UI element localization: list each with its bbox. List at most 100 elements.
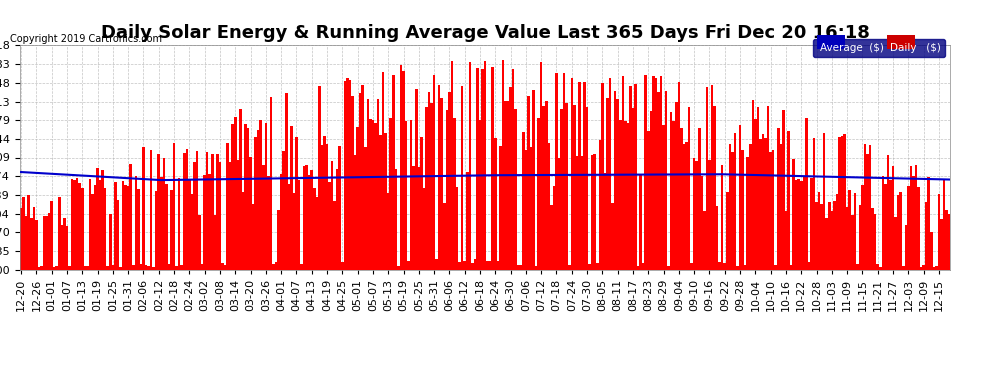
Bar (346, 78, 348, 270)
Bar (185, 149, 188, 270)
Bar (836, 194, 839, 270)
Bar (366, 99, 369, 270)
Bar (107, 267, 109, 270)
Bar (201, 264, 203, 270)
Bar (749, 144, 751, 270)
Bar (843, 134, 845, 270)
Bar (428, 92, 431, 270)
Bar (767, 106, 769, 270)
Bar (640, 175, 642, 270)
Bar (583, 82, 586, 270)
Bar (604, 173, 606, 270)
Bar (563, 73, 565, 270)
Bar (586, 107, 588, 270)
Bar (295, 137, 298, 270)
Bar (125, 185, 127, 270)
Bar (797, 179, 800, 270)
Bar (805, 118, 808, 270)
Bar (800, 181, 803, 270)
Bar (818, 192, 821, 270)
Bar (135, 176, 137, 270)
Bar (101, 170, 104, 270)
Bar (441, 98, 444, 270)
Bar (379, 135, 382, 270)
Bar (392, 75, 395, 270)
Bar (703, 211, 706, 270)
Bar (698, 128, 701, 270)
Bar (257, 130, 259, 270)
Bar (527, 96, 530, 270)
Bar (887, 154, 889, 270)
Bar (371, 120, 374, 270)
Bar (99, 180, 101, 270)
Bar (647, 130, 649, 270)
Bar (473, 260, 476, 270)
Bar (348, 81, 351, 270)
Bar (175, 266, 178, 270)
Bar (326, 144, 329, 270)
Bar (247, 128, 249, 270)
Bar (318, 86, 321, 270)
Bar (86, 266, 89, 270)
Bar (772, 150, 774, 270)
Bar (637, 266, 640, 270)
Bar (535, 266, 538, 270)
Bar (851, 215, 853, 270)
Bar (382, 72, 384, 270)
Bar (377, 99, 379, 270)
Bar (58, 197, 60, 270)
Bar (481, 69, 484, 270)
Bar (897, 195, 899, 270)
Bar (823, 133, 826, 270)
Bar (245, 124, 247, 270)
Bar (157, 154, 160, 270)
Bar (415, 89, 418, 270)
Bar (494, 138, 497, 270)
Bar (143, 147, 145, 270)
Bar (242, 192, 245, 270)
Bar (114, 182, 117, 270)
Bar (782, 110, 785, 270)
Bar (423, 188, 425, 270)
Bar (611, 202, 614, 270)
Bar (925, 202, 928, 270)
Bar (732, 152, 734, 270)
Bar (334, 201, 336, 270)
Bar (517, 265, 520, 270)
Bar (642, 263, 644, 270)
Bar (907, 186, 910, 270)
Bar (644, 75, 647, 270)
Bar (48, 213, 50, 270)
Bar (555, 73, 557, 270)
Bar (550, 205, 552, 270)
Bar (356, 127, 359, 270)
Bar (915, 165, 918, 270)
Bar (721, 165, 724, 270)
Bar (154, 191, 157, 270)
Bar (173, 143, 175, 270)
Bar (861, 185, 863, 270)
Bar (724, 263, 726, 270)
Bar (466, 172, 468, 270)
Bar (468, 62, 471, 270)
Bar (239, 110, 242, 270)
Bar (936, 266, 938, 270)
Bar (769, 152, 772, 270)
Bar (117, 201, 119, 270)
Bar (899, 192, 902, 270)
Bar (654, 78, 657, 270)
Bar (148, 266, 149, 270)
Bar (463, 261, 466, 270)
Bar (690, 263, 693, 270)
Bar (162, 158, 165, 270)
Bar (402, 71, 405, 270)
Bar (336, 169, 339, 270)
Bar (471, 263, 473, 270)
Bar (910, 166, 912, 270)
Bar (672, 121, 675, 270)
Bar (444, 203, 446, 270)
Bar (884, 184, 887, 270)
Bar (578, 82, 581, 270)
Bar (298, 180, 300, 270)
Bar (688, 108, 690, 270)
